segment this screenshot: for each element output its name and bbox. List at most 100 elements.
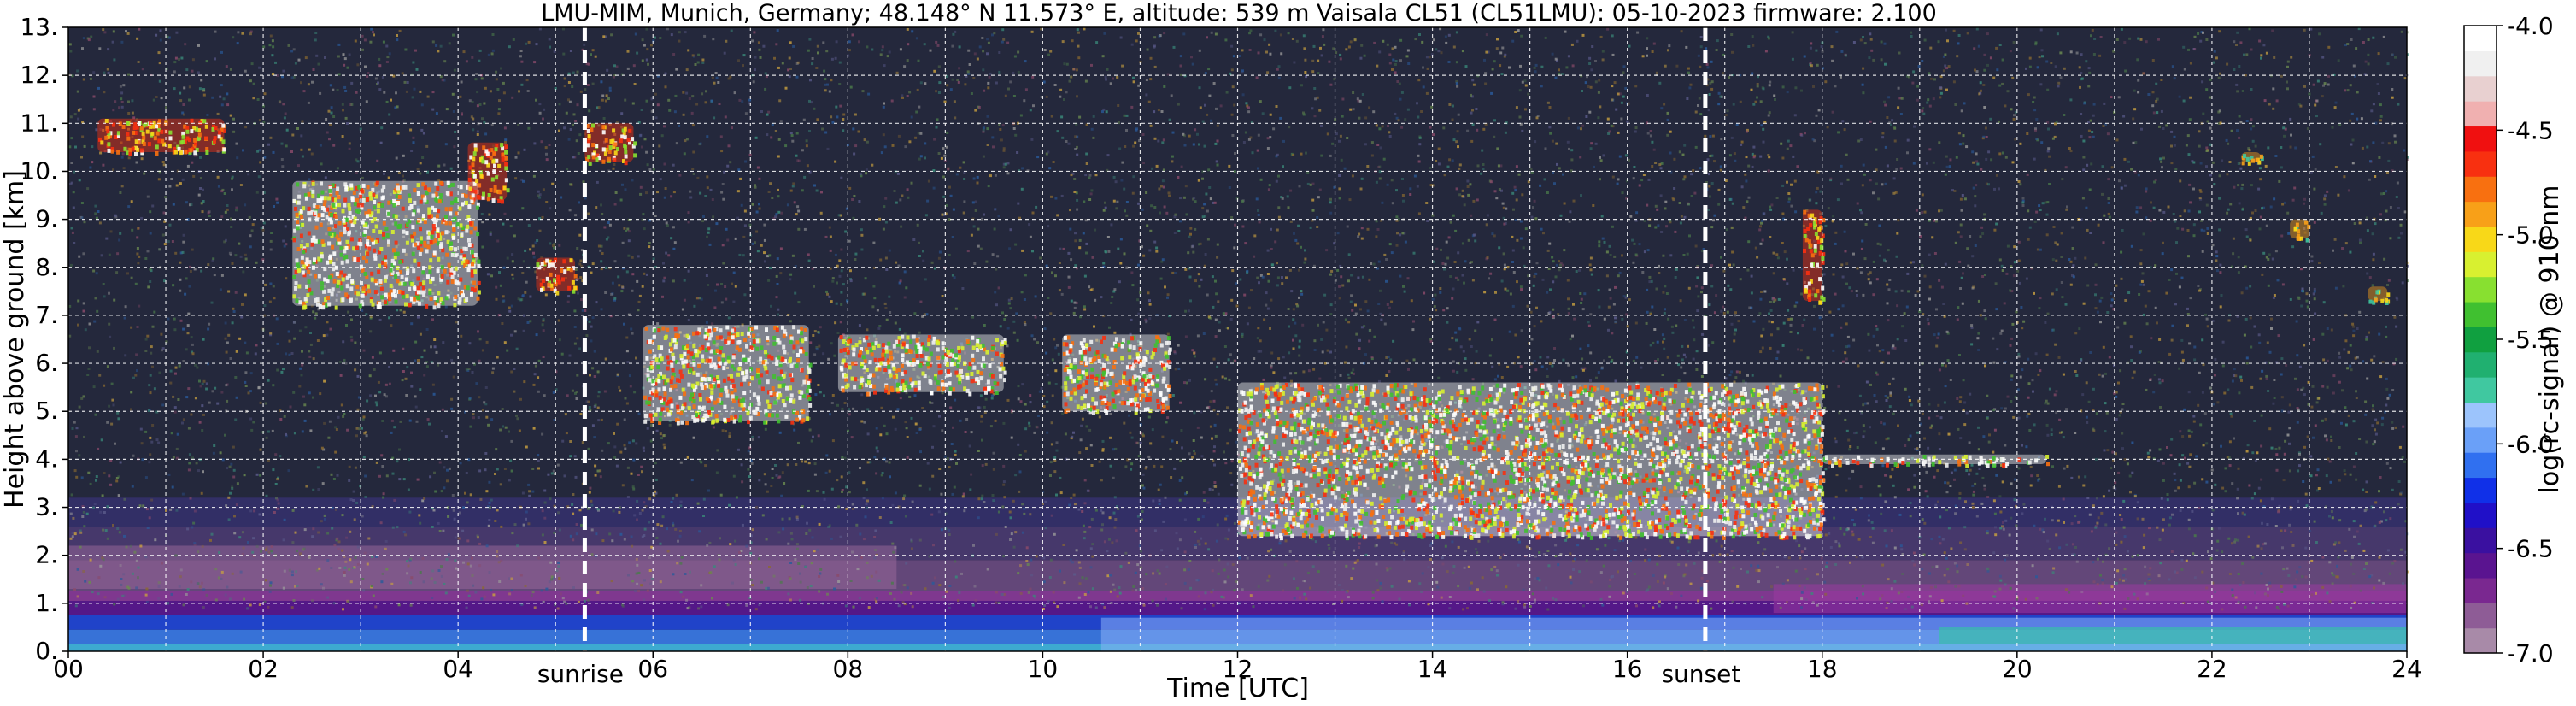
noise-speckle — [903, 65, 907, 68]
noise-speckle — [860, 393, 864, 397]
noise-speckle — [1341, 441, 1344, 444]
noise-speckle — [877, 327, 881, 330]
noise-speckle — [151, 325, 155, 328]
noise-speckle — [378, 190, 380, 193]
noise-speckle — [1352, 368, 1355, 372]
noise-speckle — [269, 333, 273, 337]
noise-speckle — [488, 480, 491, 484]
noise-speckle — [2307, 561, 2310, 564]
noise-speckle — [1783, 388, 1787, 391]
noise-speckle — [1772, 251, 1775, 255]
noise-speckle — [628, 374, 631, 378]
noise-speckle — [1233, 170, 1236, 173]
noise-speckle — [1700, 286, 1704, 290]
noise-speckle — [2170, 130, 2174, 133]
noise-speckle — [1168, 194, 1171, 197]
noise-speckle — [1970, 326, 1974, 329]
noise-speckle — [1010, 436, 1013, 439]
noise-speckle — [961, 495, 965, 498]
noise-speckle — [866, 488, 868, 491]
noise-speckle — [1975, 70, 1979, 74]
noise-speckle — [1016, 151, 1019, 154]
noise-speckle — [1786, 282, 1789, 285]
noise-speckle — [2351, 325, 2355, 328]
noise-speckle — [1339, 374, 1342, 377]
noise-speckle — [2114, 481, 2117, 485]
noise-speckle — [192, 174, 196, 178]
noise-speckle — [1675, 605, 1678, 609]
noise-speckle — [411, 96, 414, 99]
noise-speckle — [875, 338, 878, 341]
noise-speckle — [986, 127, 989, 131]
noise-speckle — [2387, 279, 2391, 282]
noise-speckle — [1734, 452, 1737, 456]
noise-speckle — [490, 123, 494, 126]
noise-speckle — [1552, 308, 1555, 311]
noise-speckle — [1947, 432, 1951, 436]
noise-speckle — [1693, 191, 1697, 195]
noise-speckle — [1216, 163, 1219, 167]
noise-speckle — [2365, 338, 2368, 341]
noise-speckle — [1826, 385, 1828, 389]
noise-speckle — [2265, 374, 2268, 378]
noise-speckle — [1247, 138, 1251, 141]
noise-speckle — [249, 509, 253, 513]
noise-speckle — [695, 297, 699, 300]
noise-speckle — [1884, 62, 1887, 66]
noise-speckle — [120, 105, 124, 109]
noise-speckle — [638, 512, 642, 515]
noise-speckle — [1903, 312, 1906, 315]
noise-speckle — [93, 503, 97, 506]
noise-speckle — [1533, 601, 1536, 604]
noise-speckle — [136, 247, 139, 250]
noise-speckle — [1757, 569, 1761, 573]
noise-speckle — [1153, 65, 1157, 68]
noise-speckle — [576, 103, 579, 107]
noise-speckle — [811, 62, 814, 66]
noise-speckle — [2198, 130, 2201, 133]
noise-speckle — [2286, 65, 2289, 68]
noise-speckle — [1921, 211, 1924, 214]
noise-speckle — [910, 416, 913, 420]
noise-speckle — [470, 180, 473, 184]
noise-speckle — [2047, 147, 2051, 150]
noise-speckle — [1984, 317, 1987, 321]
noise-speckle — [1226, 406, 1229, 409]
noise-speckle — [2403, 149, 2406, 152]
noise-speckle — [1241, 335, 1244, 338]
noise-speckle — [872, 285, 876, 288]
noise-speckle — [1759, 225, 1762, 228]
noise-speckle — [1815, 191, 1818, 194]
noise-speckle — [2268, 581, 2272, 585]
noise-speckle — [361, 34, 364, 38]
noise-speckle — [2344, 242, 2348, 245]
noise-speckle — [683, 152, 686, 156]
noise-speckle — [1335, 132, 1338, 136]
noise-speckle — [1430, 53, 1434, 56]
noise-speckle — [500, 559, 503, 562]
noise-speckle — [1379, 146, 1382, 150]
noise-speckle — [127, 586, 131, 590]
noise-speckle — [2069, 150, 2073, 153]
noise-speckle — [1215, 383, 1218, 386]
noise-speckle — [1302, 111, 1305, 115]
noise-speckle — [2048, 387, 2051, 391]
noise-speckle — [220, 50, 223, 54]
noise-speckle — [1317, 196, 1320, 199]
noise-speckle — [388, 316, 391, 320]
noise-speckle — [1171, 160, 1174, 163]
noise-speckle — [2217, 527, 2221, 530]
noise-speckle — [2296, 407, 2299, 410]
noise-speckle — [1300, 245, 1302, 249]
noise-speckle — [1429, 421, 1433, 425]
noise-speckle — [1245, 102, 1248, 105]
noise-speckle — [2082, 302, 2086, 305]
noise-speckle — [272, 45, 275, 49]
noise-speckle — [1379, 581, 1382, 585]
noise-speckle — [1173, 215, 1177, 219]
noise-speckle — [314, 38, 317, 42]
noise-speckle — [1709, 135, 1712, 138]
noise-speckle — [1341, 599, 1344, 603]
noise-speckle — [1863, 257, 1867, 261]
noise-speckle — [1945, 509, 1948, 512]
